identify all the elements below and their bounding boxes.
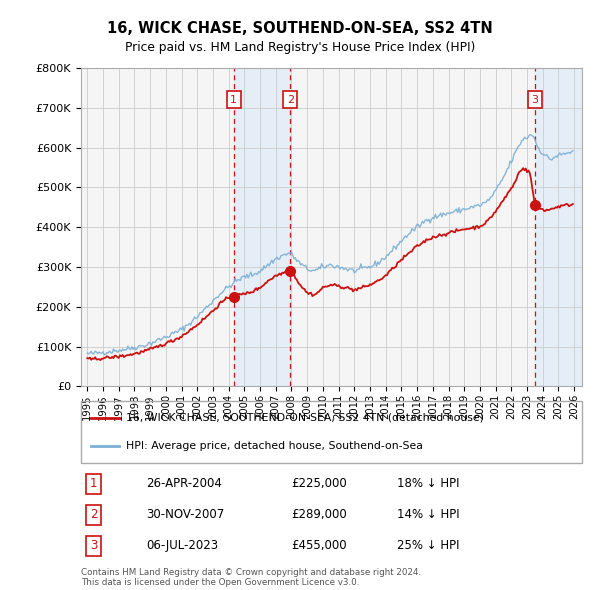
Text: 1: 1 <box>230 95 238 104</box>
Text: Price paid vs. HM Land Registry's House Price Index (HPI): Price paid vs. HM Land Registry's House … <box>125 41 475 54</box>
Text: 3: 3 <box>90 539 97 552</box>
Bar <box>234 68 290 386</box>
Text: 1: 1 <box>90 477 97 490</box>
Text: £225,000: £225,000 <box>292 477 347 490</box>
Bar <box>535 68 598 386</box>
Text: 25% ↓ HPI: 25% ↓ HPI <box>397 539 459 552</box>
Text: HPI: Average price, detached house, Southend-on-Sea: HPI: Average price, detached house, Sout… <box>126 441 423 451</box>
Text: 30-NOV-2007: 30-NOV-2007 <box>146 508 224 522</box>
Text: £455,000: £455,000 <box>292 539 347 552</box>
Text: 2: 2 <box>287 95 294 104</box>
Text: 2: 2 <box>90 508 97 522</box>
Bar <box>559 68 598 386</box>
Text: 3: 3 <box>532 95 538 104</box>
Text: Contains HM Land Registry data © Crown copyright and database right 2024.
This d: Contains HM Land Registry data © Crown c… <box>81 568 421 587</box>
Text: 16, WICK CHASE, SOUTHEND-ON-SEA, SS2 4TN: 16, WICK CHASE, SOUTHEND-ON-SEA, SS2 4TN <box>107 21 493 35</box>
Text: 06-JUL-2023: 06-JUL-2023 <box>146 539 218 552</box>
Text: 18% ↓ HPI: 18% ↓ HPI <box>397 477 459 490</box>
Text: 26-APR-2004: 26-APR-2004 <box>146 477 222 490</box>
Text: 14% ↓ HPI: 14% ↓ HPI <box>397 508 459 522</box>
Text: £289,000: £289,000 <box>292 508 347 522</box>
Text: 16, WICK CHASE, SOUTHEND-ON-SEA, SS2 4TN (detached house): 16, WICK CHASE, SOUTHEND-ON-SEA, SS2 4TN… <box>126 413 484 423</box>
